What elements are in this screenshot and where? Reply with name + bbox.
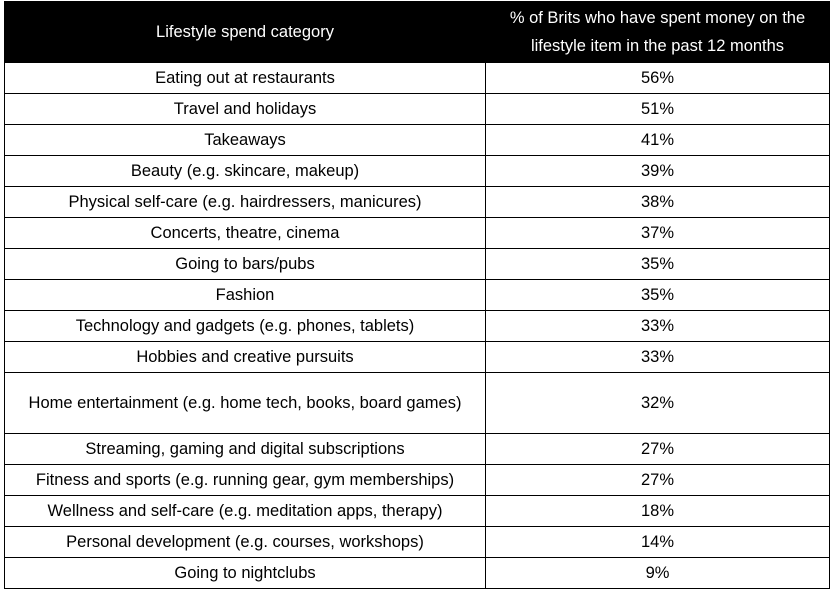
category-cell: Wellness and self-care (e.g. meditation …: [4, 495, 486, 527]
category-column-header: Lifestyle spend category: [4, 1, 486, 63]
percent-column-header: % of Brits who have spent money on the l…: [485, 1, 830, 63]
table-row: Personal development (e.g. courses, work…: [4, 526, 830, 558]
percent-cell: 37%: [485, 217, 830, 249]
table-row: Technology and gadgets (e.g. phones, tab…: [4, 310, 830, 342]
category-cell: Takeaways: [4, 124, 486, 156]
percent-cell: 33%: [485, 310, 830, 342]
category-cell: Travel and holidays: [4, 93, 486, 125]
table-row: Fitness and sports (e.g. running gear, g…: [4, 464, 830, 496]
category-cell: Going to bars/pubs: [4, 248, 486, 280]
table-row: Travel and holidays 51%: [4, 93, 830, 125]
table-row: Going to bars/pubs 35%: [4, 248, 830, 280]
table-row: Wellness and self-care (e.g. meditation …: [4, 495, 830, 527]
percent-cell: 9%: [485, 557, 830, 589]
table-row: Beauty (e.g. skincare, makeup) 39%: [4, 155, 830, 187]
category-cell: Concerts, theatre, cinema: [4, 217, 486, 249]
table-row: Fashion 35%: [4, 279, 830, 311]
table-row: Streaming, gaming and digital subscripti…: [4, 433, 830, 465]
table-row: Physical self-care (e.g. hairdressers, m…: [4, 186, 830, 218]
category-cell: Going to nightclubs: [4, 557, 486, 589]
category-cell: Streaming, gaming and digital subscripti…: [4, 433, 486, 465]
category-cell: Fitness and sports (e.g. running gear, g…: [4, 464, 486, 496]
percent-cell: 41%: [485, 124, 830, 156]
percent-cell: 18%: [485, 495, 830, 527]
percent-cell: 51%: [485, 93, 830, 125]
percent-cell: 32%: [485, 372, 830, 434]
percent-cell: 35%: [485, 279, 830, 311]
table-body: Eating out at restaurants 56% Travel and…: [4, 62, 830, 589]
category-cell: Beauty (e.g. skincare, makeup): [4, 155, 486, 187]
percent-cell: 27%: [485, 433, 830, 465]
category-cell: Personal development (e.g. courses, work…: [4, 526, 486, 558]
table-row: Hobbies and creative pursuits 33%: [4, 341, 830, 373]
category-cell: Fashion: [4, 279, 486, 311]
table-row: Concerts, theatre, cinema 37%: [4, 217, 830, 249]
table-header: Lifestyle spend category % of Brits who …: [4, 1, 830, 63]
category-cell: Hobbies and creative pursuits: [4, 341, 486, 373]
percent-cell: 39%: [485, 155, 830, 187]
percent-cell: 14%: [485, 526, 830, 558]
percent-cell: 35%: [485, 248, 830, 280]
table-row: Going to nightclubs 9%: [4, 557, 830, 589]
category-cell: Eating out at restaurants: [4, 62, 486, 94]
percent-cell: 27%: [485, 464, 830, 496]
category-cell: Physical self-care (e.g. hairdressers, m…: [4, 186, 486, 218]
category-cell: Technology and gadgets (e.g. phones, tab…: [4, 310, 486, 342]
lifestyle-spend-table: Lifestyle spend category % of Brits who …: [4, 1, 830, 589]
header-row: Lifestyle spend category % of Brits who …: [4, 1, 830, 63]
category-cell: Home entertainment (e.g. home tech, book…: [4, 372, 486, 434]
table-row: Takeaways 41%: [4, 124, 830, 156]
percent-cell: 56%: [485, 62, 830, 94]
percent-cell: 38%: [485, 186, 830, 218]
percent-cell: 33%: [485, 341, 830, 373]
table-row: Eating out at restaurants 56%: [4, 62, 830, 94]
table-row: Home entertainment (e.g. home tech, book…: [4, 372, 830, 434]
